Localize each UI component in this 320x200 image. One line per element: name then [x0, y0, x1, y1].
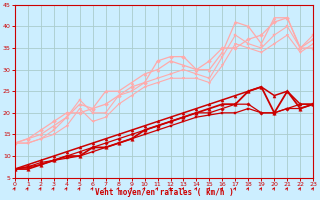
X-axis label: Vent moyen/en rafales ( km/h ): Vent moyen/en rafales ( km/h ) — [95, 188, 233, 197]
